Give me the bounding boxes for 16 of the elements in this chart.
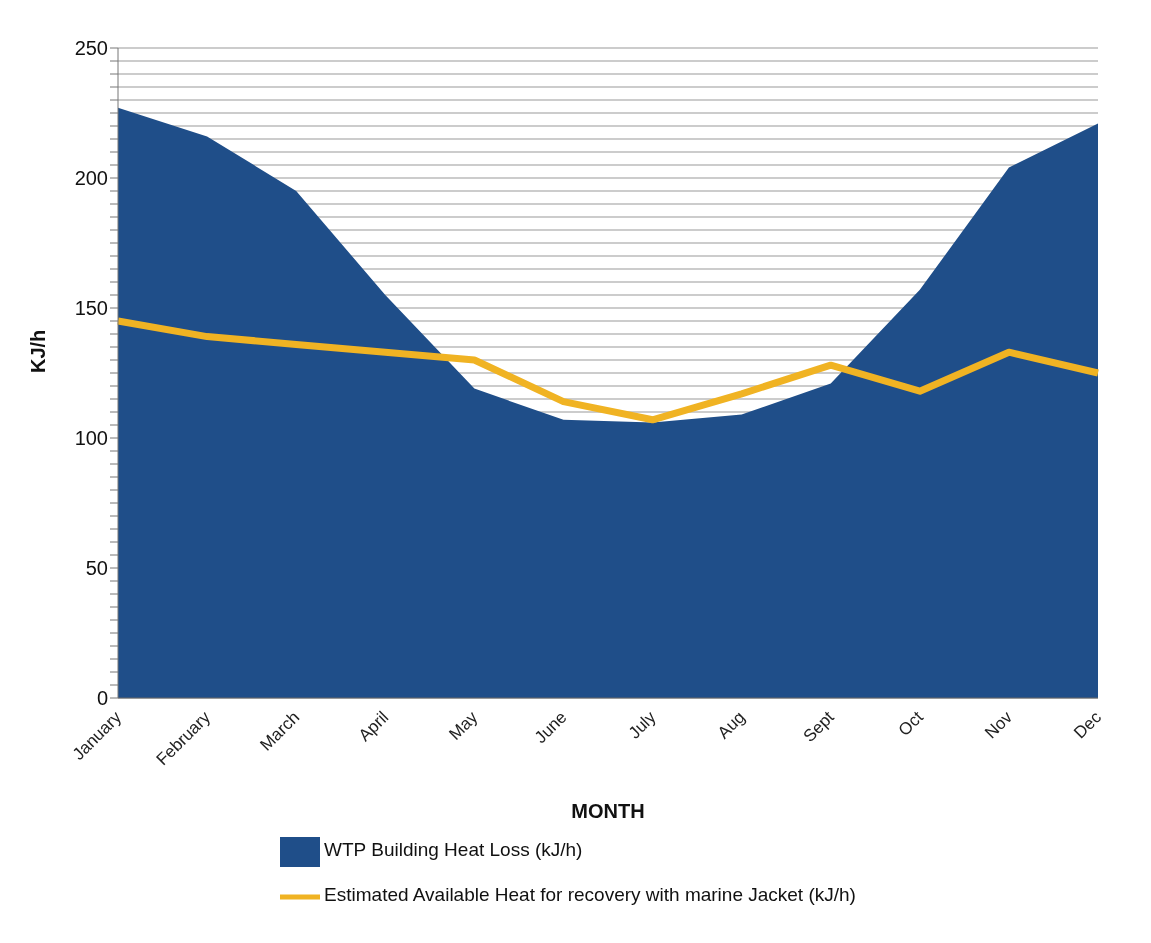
y-tick-label: 50 (85, 557, 108, 580)
y-tick-label: 100 (74, 427, 108, 450)
x-tick-label: Oct (894, 707, 928, 740)
x-tick-label: Nov (981, 707, 1017, 743)
y-tick-label: 200 (74, 167, 108, 190)
x-axis-title: MONTH (571, 800, 645, 822)
x-tick-label: Dec (1070, 707, 1106, 743)
x-tick-label: July (624, 707, 660, 743)
x-tick-label: May (445, 707, 482, 744)
y-tick-label: 250 (74, 37, 108, 60)
y-tick-label: 150 (74, 297, 108, 320)
y-axis-title: KJ/h (27, 329, 50, 373)
y-tick-label: 0 (96, 687, 108, 710)
legend-label: Estimated Available Heat for recovery with marine Jacket (kJ/h) (324, 884, 856, 905)
legend-label: WTP Building Heat Loss (kJ/h) (324, 839, 583, 860)
x-tick-label: Aug (713, 707, 749, 743)
